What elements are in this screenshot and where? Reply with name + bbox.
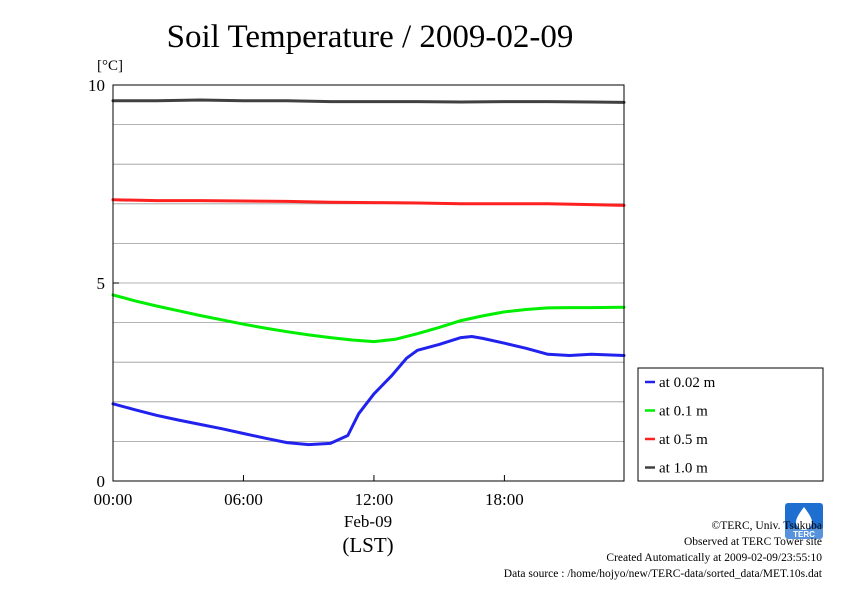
legend-label: at 0.02 m [659,375,716,391]
created-text: Created Automatically at 2009-02-09/23:5… [606,552,822,564]
x-tick-label: 18:00 [485,490,524,509]
logo-band [785,528,823,539]
legend-label: at 1.0 m [659,461,708,477]
x-tick-label: 12:00 [355,490,394,509]
credits: ©TERC, Univ. Tsukuba Observed at TERC To… [504,518,822,582]
y-tick-label: 5 [97,274,106,293]
legend-label: at 0.5 m [659,432,708,448]
legend-label: at 0.1 m [659,404,708,420]
observed-text: Observed at TERC Tower site [683,536,822,548]
x-axis-label: (LST) [342,533,393,557]
copyright-text: ©TERC, Univ. Tsukuba [711,520,822,532]
x-axis: 00:00 06:00 12:00 18:00 [94,475,524,509]
y-tick-label: 10 [88,76,105,95]
source-text: Data source : /home/hojyo/new/TERC-data/… [503,568,822,580]
y-axis: 0 5 10 [88,76,119,491]
series-line-2 [111,293,626,344]
y-unit-label: [°C] [97,58,123,74]
logo-text: TERC [793,530,815,539]
date-label: Feb-09 [344,512,392,531]
plot-frame [112,84,625,482]
series-line-3 [111,335,626,447]
chart-title: Soil Temperature / 2009-02-09 [167,19,574,55]
series-line-0 [111,98,626,104]
terc-logo: TERC [785,503,823,539]
legend: at 0.02 m at 0.1 m at 0.5 m at 1.0 m [637,367,824,482]
y-tick-label: 0 [97,472,106,491]
legend-box [637,367,824,482]
grid [113,124,624,442]
logo-drop-icon [796,507,812,530]
x-tick-label: 00:00 [94,490,133,509]
series-line-1 [111,198,626,207]
x-tick-label: 06:00 [224,490,263,509]
series-lines [111,98,626,447]
